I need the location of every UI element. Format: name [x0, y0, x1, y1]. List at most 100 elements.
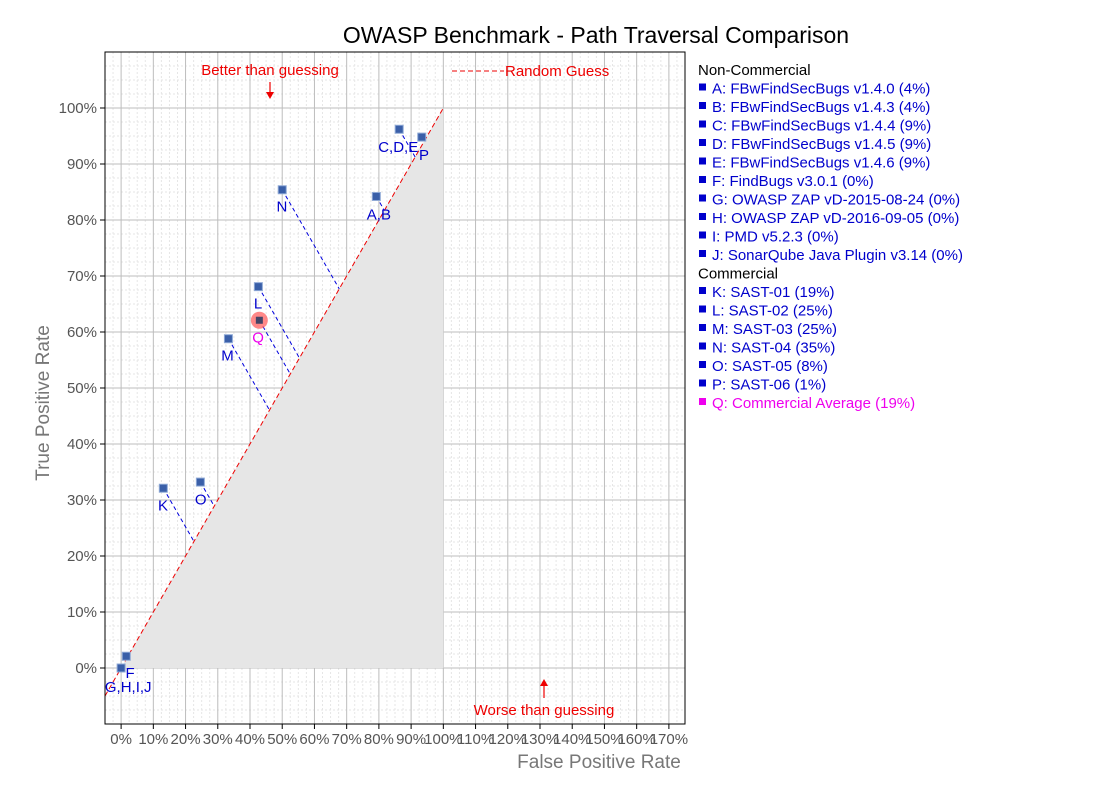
y-tick-label: 50%	[67, 380, 97, 397]
data-point-marker	[158, 483, 168, 493]
legend-entry: M: SAST-03 (25%)	[712, 321, 837, 338]
legend-entry: K: SAST-01 (19%)	[712, 284, 835, 301]
legend-marker	[699, 83, 706, 91]
y-axis-ticks: 0% 10% 20% 30% 40% 50% 60% 70% 80% 90% 100%	[59, 100, 105, 677]
legend-group-title: Commercial	[698, 266, 778, 283]
average-point-marker	[255, 316, 263, 324]
x-tick-label: 150%	[585, 731, 623, 748]
legend: Non-Commercial A: FBwFindSecBugs v1.4.0 (…	[698, 62, 963, 412]
legend-marker	[699, 120, 706, 128]
x-tick-label: 170%	[650, 731, 688, 748]
legend-entry: C: FBwFindSecBugs v1.4.4 (9%)	[712, 118, 931, 135]
legend-entry: F: FindBugs v3.0.1 (0%)	[712, 173, 874, 190]
distance-guide-line	[398, 129, 416, 158]
x-tick-label: 0%	[110, 731, 132, 748]
legend-entry: Q: Commercial Average (19%)	[712, 395, 915, 412]
legend-marker	[699, 102, 706, 109]
distance-guide-line	[162, 487, 195, 542]
y-axis-label: True Positive Rate	[33, 325, 54, 481]
y-tick-label: 100%	[59, 100, 97, 117]
data-point-marker	[394, 124, 404, 134]
legend-marker	[699, 398, 706, 405]
x-tick-label: 130%	[521, 731, 559, 748]
y-tick-label: 30%	[67, 492, 97, 509]
x-tick-label: 50%	[267, 731, 297, 748]
y-tick-label: 40%	[67, 436, 97, 453]
legend-group-title: Non-Commercial	[698, 62, 811, 79]
legend-entry: E: FBwFindSecBugs v1.4.6 (9%)	[712, 155, 930, 172]
worse-arrow-icon	[540, 679, 548, 698]
data-point-marker	[223, 334, 233, 344]
random-guess-key: Random Guess	[452, 63, 609, 80]
y-tick-label: 90%	[67, 156, 97, 173]
legend-entry: A: FBwFindSecBugs v1.4.0 (4%)	[712, 81, 930, 98]
distance-guide-line	[258, 319, 291, 375]
data-point-marker	[371, 191, 381, 201]
x-tick-label: 40%	[235, 731, 265, 748]
x-tick-label: 80%	[364, 731, 394, 748]
data-point-label: L	[254, 295, 262, 312]
x-tick-label: 120%	[489, 731, 527, 748]
data-point-marker	[277, 185, 287, 195]
distance-guide-line	[281, 189, 340, 290]
x-tick-label: 160%	[617, 731, 655, 748]
legend-marker	[699, 194, 706, 202]
better-than-guessing-label: Better than guessing	[201, 62, 339, 79]
legend-marker	[699, 324, 706, 331]
better-arrow-icon	[266, 82, 274, 99]
legend-marker	[699, 361, 706, 368]
distance-guide-line	[199, 481, 215, 507]
y-tick-label: 10%	[67, 604, 97, 621]
data-point-label: A,B	[367, 206, 391, 223]
data-point-marker	[253, 282, 263, 292]
legend-entry: L: SAST-02 (25%)	[712, 303, 833, 320]
y-tick-label: 20%	[67, 548, 97, 565]
legend-marker	[699, 305, 706, 313]
legend-marker	[699, 379, 706, 387]
average-point-label: Q	[252, 330, 264, 347]
data-point-label: N	[276, 199, 287, 216]
legend-entry: J: SonarQube Java Plugin v3.14 (0%)	[712, 247, 963, 264]
x-tick-label: 30%	[203, 731, 233, 748]
data-point-marker	[116, 663, 126, 673]
data-point-label: P	[419, 147, 429, 164]
data-point-label: F	[126, 665, 135, 682]
legend-entry: H: OWASP ZAP vD-2016-09-05 (0%)	[712, 210, 959, 227]
x-tick-label: 20%	[171, 731, 201, 748]
legend-entry: G: OWASP ZAP vD-2015-08-24 (0%)	[712, 192, 960, 209]
legend-entry: P: SAST-06 (1%)	[712, 377, 826, 394]
data-point-marker	[417, 132, 427, 142]
y-tick-label: 70%	[67, 268, 97, 285]
chart-title: OWASP Benchmark - Path Traversal Compari…	[343, 22, 849, 48]
legend-marker	[699, 139, 706, 146]
data-point-marker	[195, 477, 205, 487]
legend-marker	[699, 342, 706, 350]
x-tick-label: 100%	[424, 731, 462, 748]
random-guess-key-label: Random Guess	[505, 63, 609, 80]
data-point-label: K	[158, 498, 168, 515]
random-guess-line	[105, 107, 444, 697]
legend-marker	[699, 250, 706, 257]
y-tick-label: 0%	[75, 660, 97, 677]
legend-marker	[699, 157, 706, 165]
x-axis-label: False Positive Rate	[517, 752, 681, 773]
x-tick-label: 90%	[396, 731, 426, 748]
data-point-marker	[121, 651, 131, 661]
x-tick-label: 70%	[332, 731, 362, 748]
y-tick-label: 80%	[67, 212, 97, 229]
data-point-label: C,D,E	[378, 139, 418, 156]
x-tick-label: 140%	[553, 731, 591, 748]
legend-entry: O: SAST-05 (8%)	[712, 358, 828, 375]
x-tick-label: 60%	[299, 731, 329, 748]
data-points: A,B C,D,E FG,H,I,J K L M N O P Q	[105, 124, 429, 696]
legend-marker	[699, 176, 706, 183]
legend-entry: N: SAST-04 (35%)	[712, 340, 835, 357]
legend-entry: D: FBwFindSecBugs v1.4.5 (9%)	[712, 136, 931, 153]
worse-than-guessing-label: Worse than guessing	[474, 702, 615, 719]
data-point-label: O	[195, 491, 207, 508]
legend-entry: I: PMD v5.2.3 (0%)	[712, 229, 839, 246]
x-axis-ticks: 0% 10% 20% 30% 40% 50% 60% 70% 80% 90%100%110%120…	[110, 724, 688, 748]
y-tick-label: 60%	[67, 324, 97, 341]
